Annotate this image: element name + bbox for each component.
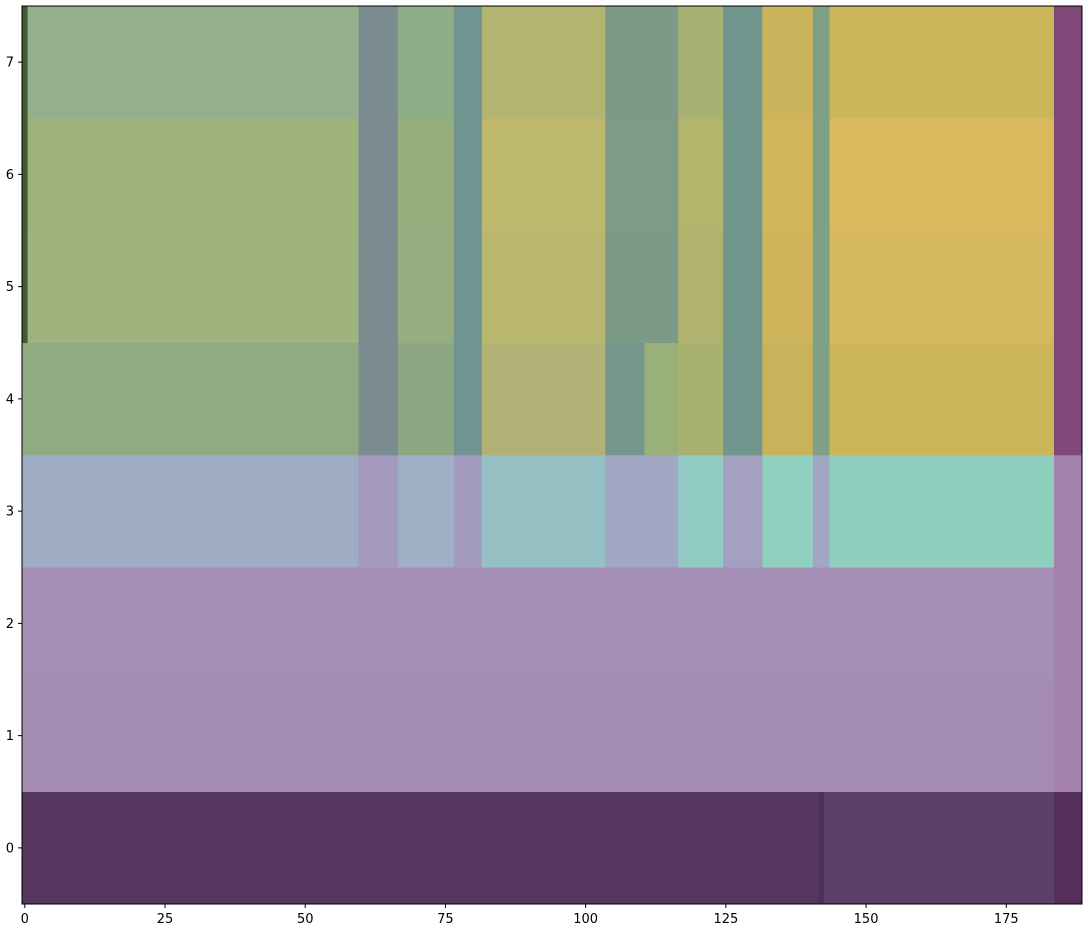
x-tick-label: 150 [854,912,879,927]
heatmap-cell-row-4-seg-11 [829,342,1055,456]
heatmap-cell-row-4-seg-3 [453,342,483,456]
heatmap-cell-row-6-seg-8 [723,118,763,231]
x-axis: 0 25 50 75 100 125 150 175 [21,904,1019,927]
plot-frame [21,5,1083,905]
heatmap-cell-row-7-seg-12 [1053,6,1083,119]
heatmap-cell-row-6-seg-0 [22,118,28,231]
x-tick-label: 25 [157,912,174,927]
heatmap-cell-row-4-seg-12 [1053,342,1083,456]
heatmap-cell-row-6-seg-3 [397,118,455,231]
heatmap-cell-row-2-seg-0 [22,567,1055,680]
heatmap-cell-row-7-seg-2 [358,6,399,119]
y-tick-label: 1 [6,729,14,744]
heatmap-cell-row-7-seg-0 [22,6,28,119]
heatmap-cell-row-7-seg-8 [723,6,763,119]
heatmap-cell-row-6-seg-9 [762,118,814,231]
heatmap-cell-row-3-seg-6 [678,455,724,568]
x-tick-label: 75 [437,912,454,927]
heatmap-cell-row-3-seg-0 [22,455,359,568]
heatmap-cell-row-3-seg-10 [829,455,1055,568]
x-tick-label: 100 [573,912,598,927]
heatmap-cell-row-6-seg-10 [812,118,830,231]
heatmap-cell-row-4-seg-7 [678,342,724,456]
heatmap-cell-row-7-seg-3 [397,6,455,119]
heatmap-cell-row-7-seg-4 [453,6,483,119]
heatmap-cell-row-3-seg-2 [397,455,455,568]
x-tick-label: 0 [21,912,29,927]
heatmap-cell-row-6-seg-11 [829,118,1055,231]
heatmap-cell-row-4-seg-6 [644,342,679,456]
heatmap-cell-row-7-seg-9 [762,6,814,119]
heatmap-cell-row-7-seg-6 [605,6,679,119]
heatmap-cell-row-3-seg-3 [453,455,483,568]
heatmap-cell-row-5-seg-1 [27,230,359,344]
heatmap-cell-row-7-seg-5 [481,6,606,119]
heatmap-cell-row-3-seg-1 [358,455,399,568]
heatmap-cell-row-0-seg-1 [818,791,825,905]
heatmap-cell-row-0-seg-2 [824,791,1055,905]
heatmap-cell-row-2-seg-1 [1053,567,1083,680]
heatmap-cell-row-4-seg-9 [762,342,814,456]
heatmap-cell-row-4-seg-0 [22,342,359,456]
heatmap-cell-row-5-seg-8 [723,230,763,344]
heatmap-cell-row-5-seg-6 [605,230,679,344]
x-tick-label: 125 [713,912,738,927]
heatmap-cell-row-0-seg-0 [22,791,819,905]
heatmap-cell-row-4-seg-1 [358,342,399,456]
heatmap-cell-row-5-seg-12 [1053,230,1083,344]
y-tick-label: 4 [6,392,14,407]
heatmap-cell-row-5-seg-4 [453,230,483,344]
heatmap-cell-row-6-seg-5 [481,118,606,231]
y-tick-label: 6 [6,168,14,183]
heatmap-cell-row-7-seg-7 [678,6,724,119]
y-tick-label: 2 [6,617,14,632]
heatmap-cell-row-6-seg-7 [678,118,724,231]
heatmap-cell-row-4-seg-5 [605,342,645,456]
heatmap-cell-row-3-seg-7 [723,455,763,568]
heatmap-cell-row-4-seg-2 [397,342,455,456]
heatmap-cell-row-4-seg-8 [723,342,763,456]
x-tick-label: 175 [994,912,1019,927]
heatmap-cell-row-1-seg-0 [22,679,1055,793]
heatmap-cell-row-7-seg-10 [812,6,830,119]
y-axis: 0 1 2 3 4 5 6 7 [6,56,22,856]
heatmap-cell-row-7-seg-1 [27,6,359,119]
heatmap-cell-row-5-seg-2 [358,230,399,344]
x-tick-label: 50 [297,912,314,927]
heatmap-cell-row-5-seg-0 [22,230,28,344]
heatmap-cell-row-6-seg-1 [27,118,359,231]
heatmap-cell-row-5-seg-9 [762,230,814,344]
heatmap-cell-row-7-seg-11 [829,6,1055,119]
heatmap-cell-row-3-seg-5 [605,455,679,568]
heatmap-cell-row-3-seg-11 [1053,455,1083,568]
heatmap-cell-row-6-seg-12 [1053,118,1083,231]
heatmap-cell-row-6-seg-6 [605,118,679,231]
heatmap-cell-row-1-seg-1 [1053,679,1083,793]
heatmap-cells [22,6,1083,905]
heatmap-cell-row-3-seg-9 [812,455,830,568]
heatmap-cell-row-6-seg-2 [358,118,399,231]
heatmap-cell-row-5-seg-10 [812,230,830,344]
y-tick-label: 5 [6,280,14,295]
y-tick-label: 0 [6,841,14,856]
y-tick-label: 3 [6,505,14,520]
heatmap-cell-row-6-seg-4 [453,118,483,231]
heatmap-cell-row-5-seg-5 [481,230,606,344]
heatmap-cell-row-5-seg-7 [678,230,724,344]
heatmap-cell-row-3-seg-8 [762,455,814,568]
heatmap-cell-row-4-seg-10 [812,342,830,456]
heatmap-cell-row-0-seg-3 [1053,791,1083,905]
heatmap-cell-row-4-seg-4 [481,342,606,456]
heatmap-cell-row-5-seg-11 [829,230,1055,344]
heatmap-cell-row-3-seg-4 [481,455,606,568]
y-tick-label: 7 [6,56,14,71]
heatmap-cell-row-5-seg-3 [397,230,455,344]
